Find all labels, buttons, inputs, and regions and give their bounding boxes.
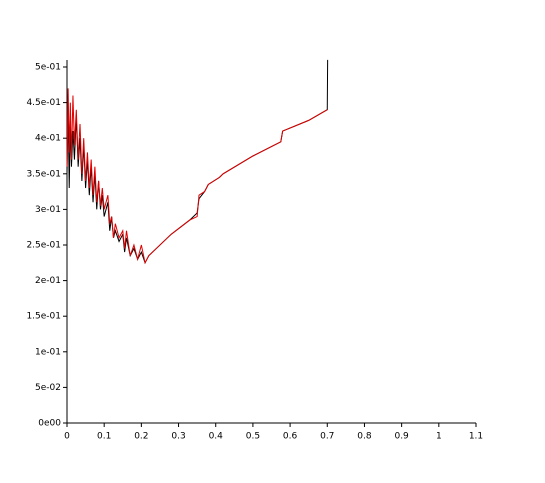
- y-tick-label: 1e-01: [35, 347, 61, 357]
- y-tick-label: 3e-01: [35, 205, 61, 215]
- x-tick-label: 0.5: [246, 432, 260, 442]
- y-tick-label: 2.5e-01: [26, 241, 61, 251]
- x-tick-label: 0.1: [97, 432, 111, 442]
- x-tick-label: 0.6: [283, 432, 298, 442]
- x-tick-label: 0.3: [171, 432, 185, 442]
- x-tick-label: 1.1: [469, 432, 483, 442]
- x-tick-label: 0.8: [357, 432, 372, 442]
- y-tick-label: 1.5e-01: [26, 312, 61, 322]
- y-tick-label: 5e-01: [35, 63, 61, 73]
- y-tick-label: 3.5e-01: [26, 169, 61, 179]
- y-tick-label: 0e00: [38, 419, 61, 429]
- x-tick-label: 0.2: [134, 432, 148, 442]
- x-tick-label: 0: [64, 432, 70, 442]
- series-line: [66, 59, 329, 265]
- y-tick-label: 4e-01: [35, 134, 61, 144]
- y-tick-label: 5e-02: [35, 383, 61, 393]
- x-tick-label: 0.4: [209, 432, 224, 442]
- x-tick-label: 0.7: [320, 432, 334, 442]
- x-tick-label: 1: [436, 432, 442, 442]
- x-tick-label: 0.9: [394, 432, 409, 442]
- y-tick-label: 4.5e-01: [26, 98, 61, 108]
- y-tick-label: 2e-01: [35, 276, 61, 286]
- series-line: [66, 88, 328, 265]
